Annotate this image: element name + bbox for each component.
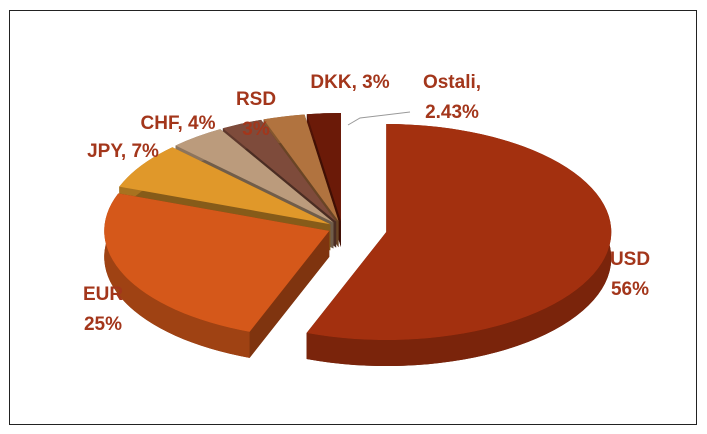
pie <box>104 113 612 367</box>
slice-side <box>104 193 250 358</box>
data-label: CHF, 4% <box>141 113 216 134</box>
data-label-line: 2.43% <box>425 102 479 123</box>
leader-line <box>347 111 411 126</box>
data-label-line: RSD <box>236 89 276 110</box>
slice <box>306 113 341 222</box>
data-label-line: JPY, 7% <box>87 141 159 162</box>
slice <box>222 119 337 222</box>
data-label: EUR 25% <box>83 284 123 335</box>
data-label: JPY, 7% <box>87 141 159 162</box>
slice <box>175 129 334 223</box>
data-label-line: 56% <box>611 279 649 300</box>
slice <box>263 114 339 222</box>
data-label-line: CHF, 4% <box>141 113 216 134</box>
data-label: RSD 3% <box>236 89 276 140</box>
slice <box>119 147 331 225</box>
data-label: USD 56% <box>610 249 650 300</box>
slice <box>306 124 612 341</box>
slice-side <box>306 124 612 367</box>
slice-side <box>249 230 330 358</box>
slice <box>104 193 330 332</box>
labels: USD 56% EUR 25% JPY, 7% CHF, 4% RSD 3% DKK, 3% Os… <box>83 72 650 335</box>
data-label-line: Ostali, <box>423 72 481 93</box>
data-label-line: 25% <box>84 314 122 335</box>
data-label-line: EUR <box>83 284 123 305</box>
data-label-line: USD <box>610 249 650 270</box>
data-label-line: DKK, 3% <box>310 72 389 93</box>
data-label: DKK, 3% <box>310 72 389 93</box>
data-label: Ostali, 2.43% <box>423 72 481 123</box>
data-label-line: 3% <box>242 119 270 140</box>
